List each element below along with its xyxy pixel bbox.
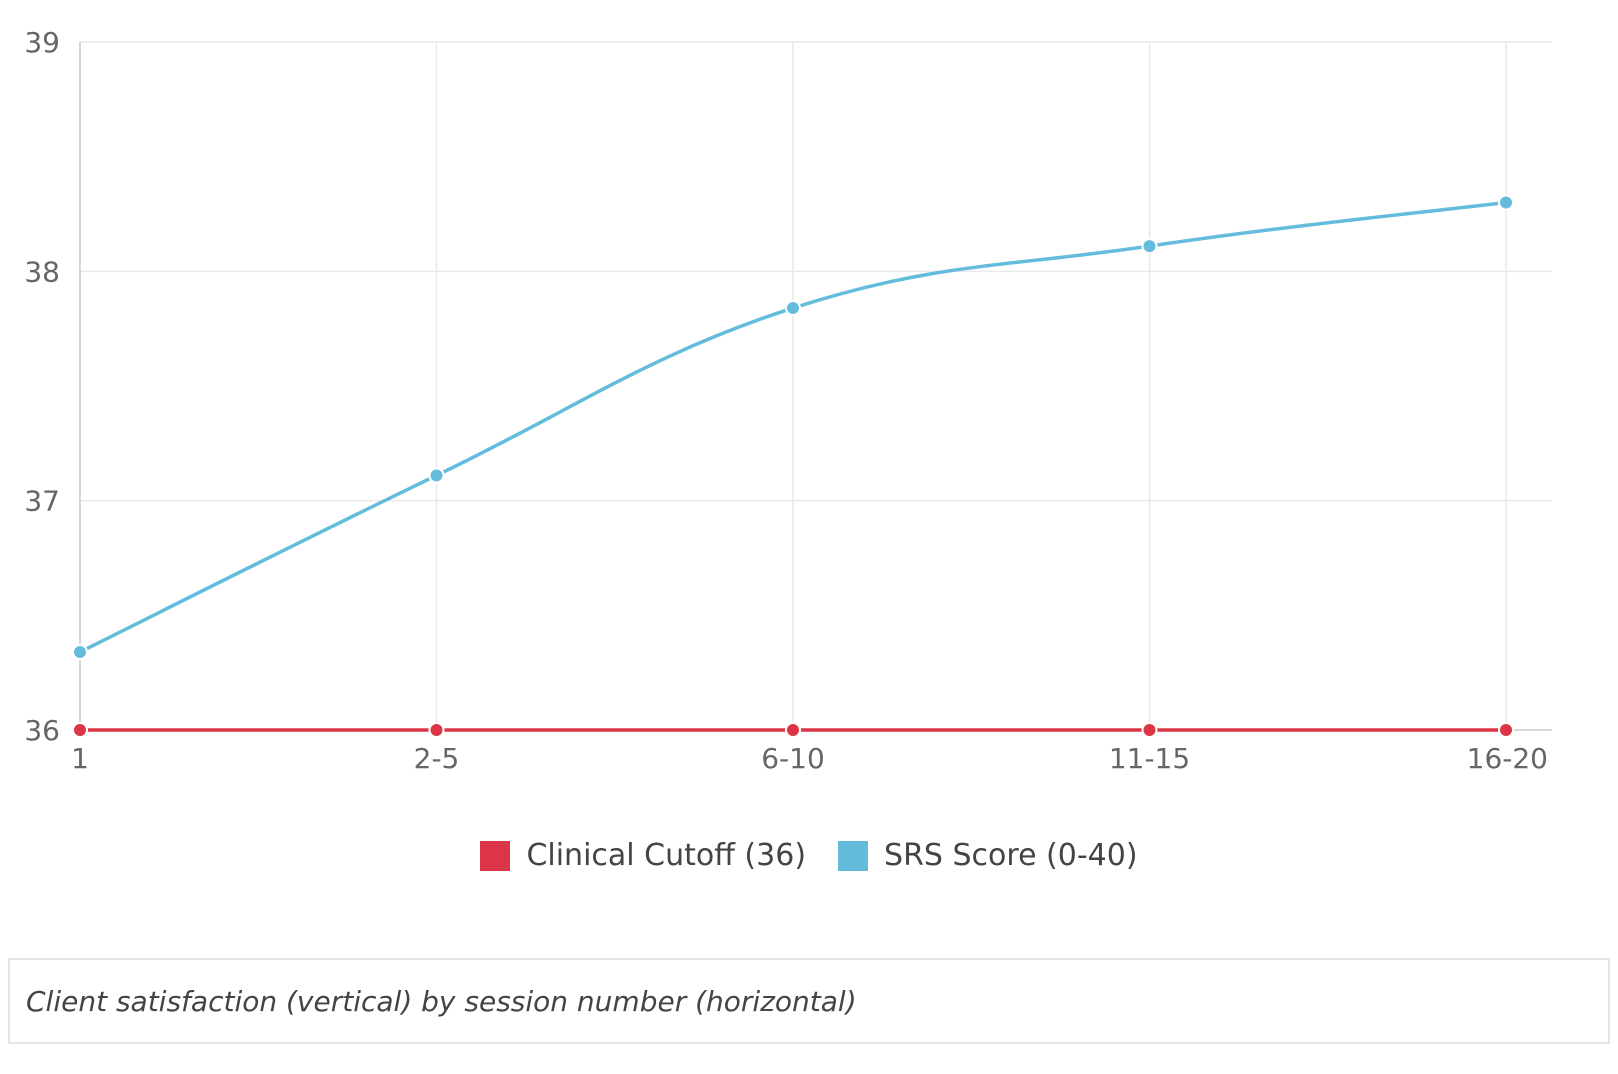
legend-swatch-srs-score <box>838 840 869 871</box>
x-tick-label: 16-20 <box>1467 742 1548 775</box>
x-tick-label: 1 <box>71 742 89 775</box>
axes: 36 37 38 39 1 2-5 6-10 11-15 16-20 <box>24 26 1552 775</box>
chart-caption: Client satisfaction (vertical) by sessio… <box>26 984 857 1018</box>
data-point-clinical-cutoff[interactable] <box>1141 722 1158 738</box>
chart-caption-box: Client satisfaction (vertical) by sessio… <box>8 958 1610 1044</box>
y-tick-label: 39 <box>24 26 60 59</box>
data-point-clinical-cutoff[interactable] <box>428 722 445 738</box>
y-tick-label: 36 <box>24 714 60 747</box>
data-point-srs-score[interactable] <box>785 300 801 317</box>
x-tick-label: 2-5 <box>414 742 460 775</box>
y-tick-label: 38 <box>24 255 60 288</box>
legend-label-srs-score: SRS Score (0-40) <box>884 838 1138 873</box>
grid-lines <box>79 41 1552 730</box>
data-point-srs-score[interactable] <box>72 644 88 661</box>
legend-item-srs-score[interactable]: SRS Score (0-40) <box>838 838 1138 873</box>
data-point-srs-score[interactable] <box>428 467 445 484</box>
data-point-clinical-cutoff[interactable] <box>785 722 801 738</box>
legend-swatch-clinical-cutoff <box>480 840 511 871</box>
data-point-clinical-cutoff[interactable] <box>1498 722 1514 738</box>
series-layer <box>72 194 1514 738</box>
data-point-srs-score[interactable] <box>1498 194 1514 211</box>
legend-item-clinical-cutoff[interactable]: Clinical Cutoff (36) <box>480 838 806 873</box>
x-tick-label: 11-15 <box>1109 742 1190 775</box>
legend-label-clinical-cutoff: Clinical Cutoff (36) <box>526 838 807 873</box>
data-point-clinical-cutoff[interactable] <box>72 722 88 738</box>
line-chart: 36 37 38 39 1 2-5 6-10 11-15 16-20 <box>24 26 1552 775</box>
data-point-srs-score[interactable] <box>1141 238 1158 255</box>
y-tick-label: 37 <box>24 485 60 518</box>
legend: Clinical Cutoff (36) SRS Score (0-40) <box>0 838 1618 873</box>
x-tick-label: 6-10 <box>761 742 825 775</box>
